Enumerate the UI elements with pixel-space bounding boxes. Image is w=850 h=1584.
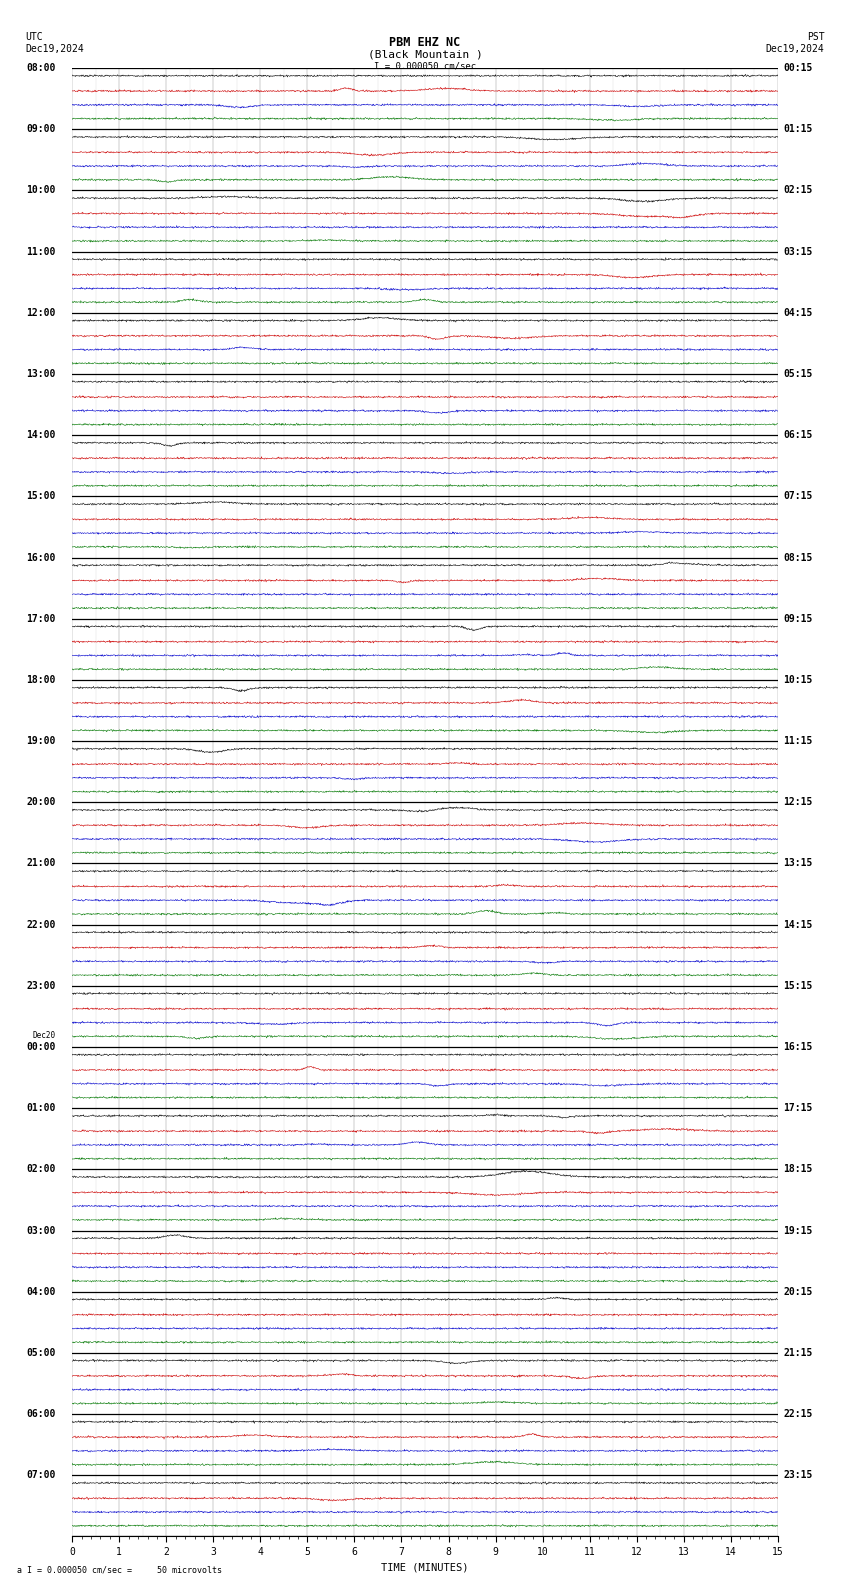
Text: 08:00: 08:00 xyxy=(26,63,56,73)
Text: 14:00: 14:00 xyxy=(26,431,56,440)
Text: 18:15: 18:15 xyxy=(784,1164,813,1174)
Text: 22:15: 22:15 xyxy=(784,1410,813,1419)
Text: 15:00: 15:00 xyxy=(26,491,56,502)
Text: 01:00: 01:00 xyxy=(26,1102,56,1114)
Text: 02:15: 02:15 xyxy=(784,185,813,195)
Text: 19:00: 19:00 xyxy=(26,737,56,746)
Text: 01:15: 01:15 xyxy=(784,124,813,135)
Text: 04:15: 04:15 xyxy=(784,307,813,318)
Text: 13:00: 13:00 xyxy=(26,369,56,379)
Text: 07:00: 07:00 xyxy=(26,1470,56,1481)
Text: PST: PST xyxy=(807,32,824,41)
Text: 17:00: 17:00 xyxy=(26,613,56,624)
Text: 08:15: 08:15 xyxy=(784,553,813,562)
Text: 14:15: 14:15 xyxy=(784,920,813,930)
Text: 21:00: 21:00 xyxy=(26,859,56,868)
Text: 03:00: 03:00 xyxy=(26,1226,56,1236)
Text: PBM EHZ NC: PBM EHZ NC xyxy=(389,36,461,49)
Text: 13:15: 13:15 xyxy=(784,859,813,868)
Text: 02:00: 02:00 xyxy=(26,1164,56,1174)
Text: 09:15: 09:15 xyxy=(784,613,813,624)
Text: 06:15: 06:15 xyxy=(784,431,813,440)
Text: 10:00: 10:00 xyxy=(26,185,56,195)
Text: 20:00: 20:00 xyxy=(26,797,56,808)
Text: 00:00: 00:00 xyxy=(26,1042,56,1052)
Text: 23:00: 23:00 xyxy=(26,980,56,992)
Text: 11:00: 11:00 xyxy=(26,247,56,257)
X-axis label: TIME (MINUTES): TIME (MINUTES) xyxy=(382,1562,468,1573)
Text: 10:15: 10:15 xyxy=(784,675,813,684)
Text: 22:00: 22:00 xyxy=(26,920,56,930)
Text: 16:15: 16:15 xyxy=(784,1042,813,1052)
Text: Dec20: Dec20 xyxy=(32,1031,56,1039)
Text: UTC: UTC xyxy=(26,32,43,41)
Text: 20:15: 20:15 xyxy=(784,1286,813,1297)
Text: 18:00: 18:00 xyxy=(26,675,56,684)
Text: a I = 0.000050 cm/sec =     50 microvolts: a I = 0.000050 cm/sec = 50 microvolts xyxy=(17,1565,222,1574)
Text: 00:15: 00:15 xyxy=(784,63,813,73)
Text: I = 0.000050 cm/sec: I = 0.000050 cm/sec xyxy=(374,62,476,71)
Text: 21:15: 21:15 xyxy=(784,1348,813,1357)
Text: 11:15: 11:15 xyxy=(784,737,813,746)
Text: 23:15: 23:15 xyxy=(784,1470,813,1481)
Text: 07:15: 07:15 xyxy=(784,491,813,502)
Text: 12:15: 12:15 xyxy=(784,797,813,808)
Text: (Black Mountain ): (Black Mountain ) xyxy=(367,49,483,59)
Text: 17:15: 17:15 xyxy=(784,1102,813,1114)
Text: 16:00: 16:00 xyxy=(26,553,56,562)
Text: 09:00: 09:00 xyxy=(26,124,56,135)
Text: 15:15: 15:15 xyxy=(784,980,813,992)
Text: 19:15: 19:15 xyxy=(784,1226,813,1236)
Text: 03:15: 03:15 xyxy=(784,247,813,257)
Text: 12:00: 12:00 xyxy=(26,307,56,318)
Text: Dec19,2024: Dec19,2024 xyxy=(26,44,84,54)
Text: 05:15: 05:15 xyxy=(784,369,813,379)
Text: 06:00: 06:00 xyxy=(26,1410,56,1419)
Text: 05:00: 05:00 xyxy=(26,1348,56,1357)
Text: Dec19,2024: Dec19,2024 xyxy=(766,44,824,54)
Text: 04:00: 04:00 xyxy=(26,1286,56,1297)
